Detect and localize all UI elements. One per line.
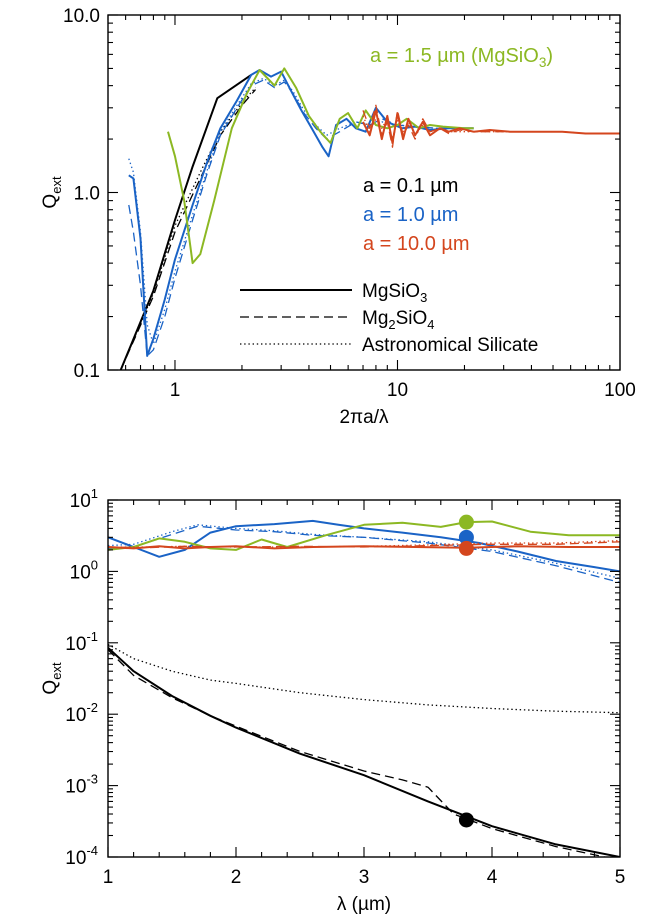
annotation-a_10_0: a = 10.0 µm [363,233,470,255]
y-tick-base: 10 [70,562,91,583]
legend-label: MgSiO3 [362,281,427,305]
subscript: 3 [539,55,547,70]
x-tick-label: 5 [615,867,626,888]
y-tick-exponent: 1 [91,486,98,501]
subscript: 2 [388,317,395,332]
series-line-a_1_5-solid [167,67,474,265]
series-line-a_1_0-dashed [108,525,620,584]
y-tick-base: 10 [65,705,86,726]
panel-size-parameter: 1 10 100 0.1 1.0 10.0 2πa/λ Qext a = 1.5 µm (MgS… [40,6,636,428]
x-tick-label: 1 [103,867,114,888]
y-tick-label: 100 [70,557,98,583]
text-run: a = 1.5 µm (MgSiO [370,45,539,67]
series-line-a_10_0-solid [362,109,620,144]
x-tick-label: 1 [170,380,181,401]
subscript: 3 [420,290,427,305]
series-line-a_0_1-dashed [108,649,608,857]
plot-frame [107,499,621,858]
x-tick-label: 3 [359,867,370,888]
text-run: Mg [362,308,388,329]
subscript: 4 [427,317,434,332]
y-axis-label: Qext [40,662,64,695]
annotation-a_1_0: a = 1.0 µm [363,204,458,226]
legend-label: Mg2SiO4 [362,308,434,332]
y-tick-base: 10 [65,777,86,798]
text-run: MgSiO [362,281,420,302]
marker-a_1_5 [458,514,474,530]
series-line-a_10_0-dotted [108,539,620,548]
series-line-a_10_0-dashed [362,104,620,148]
y-axis-label-base: Q [40,194,61,209]
series-line-a_10_0-dashed [108,541,620,549]
text-run: a = 0.1 µm [363,175,458,197]
text-run: SiO [396,308,428,329]
y-axis-label-subscript: ext [49,176,64,194]
legend-label: Astronomical Silicate [362,335,538,356]
marker-a_1_0 [458,529,474,545]
series-group [108,519,620,857]
y-tick-label: 1.0 [74,184,100,205]
y-tick-label: 0.1 [74,361,100,382]
y-tick-exponent: 0 [91,557,98,572]
y-tick-label: 10-1 [65,629,98,655]
y-tick-label: 10.0 [63,6,100,27]
x-tick-label: 100 [604,380,636,401]
y-tick-label: 10-2 [65,700,98,726]
y-tick-exponent: -2 [86,700,98,715]
series-group [119,67,620,370]
y-tick-label: 10-3 [65,772,98,798]
annotation-a_1_5: a = 1.5 µm (MgSiO3) [370,45,553,70]
x-tick-label: 2 [231,867,242,888]
y-tick-base: 10 [65,634,86,655]
text-run: a = 10.0 µm [363,233,470,255]
y-axis-label-base: Q [40,680,61,695]
y-tick-base: 10 [70,491,91,512]
y-tick-exponent: -4 [86,843,98,858]
series-line-a_1_5-solid [108,520,620,551]
series-line-a_0_1-solid [119,74,252,370]
series-line-a_1_0-solid [108,519,620,573]
marker-a_10_0 [458,540,474,556]
y-tick-base: 10 [65,848,86,869]
y-axis-label: Qext [40,176,64,209]
x-axis-label: 2πa/λ [339,407,389,428]
y-tick-exponent: -1 [86,629,98,644]
tick-marks [107,14,621,371]
x-tick-label: 10 [387,380,408,401]
y-tick-label: 101 [70,486,98,512]
x-axis-label: λ (µm) [337,894,391,915]
text-run: Astronomical Silicate [362,335,538,356]
series-line-a_0_1-solid [108,647,620,857]
y-tick-label: 10-4 [65,843,98,869]
series-line-a_1_0-dotted [108,524,620,579]
y-tick-exponent: -3 [86,772,98,787]
text-run: a = 1.0 µm [363,204,458,226]
y-axis-label-subscript: ext [49,662,64,680]
annotation-a_0_1: a = 0.1 µm [363,175,458,197]
x-tick-label: 4 [487,867,498,888]
marker-a_0_1 [458,812,474,828]
text-run: ) [546,45,553,67]
tick-marks [107,499,621,858]
